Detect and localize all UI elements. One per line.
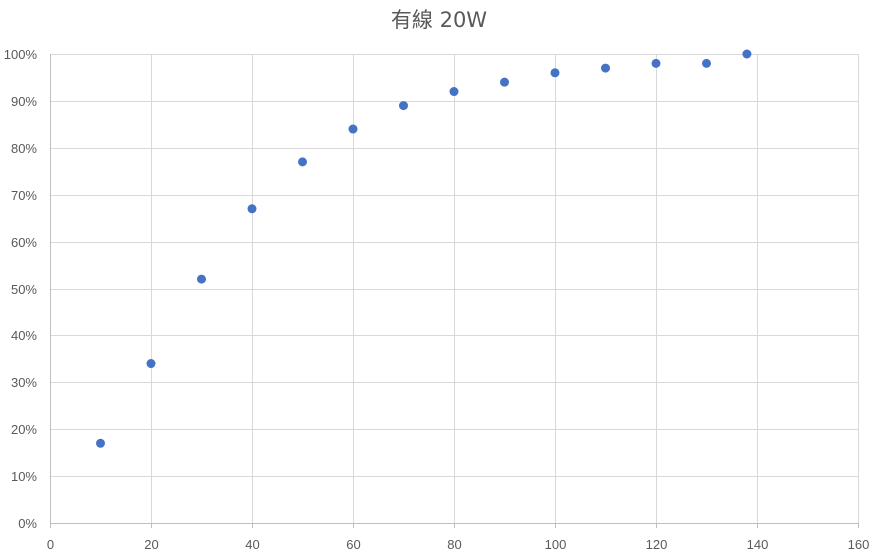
x-tick-label: 160: [848, 537, 870, 552]
y-tick-label: 80%: [11, 141, 37, 156]
data-point: [742, 49, 752, 59]
y-tick-label: 40%: [11, 328, 37, 343]
x-tick-label: 20: [144, 537, 158, 552]
data-point: [197, 274, 206, 284]
data-point: [702, 58, 711, 68]
y-tick-label: 20%: [11, 422, 37, 437]
grid: [50, 54, 859, 523]
x-tick-label: 40: [245, 537, 259, 552]
data-point: [500, 77, 509, 87]
data-point: [651, 58, 661, 68]
data-point: [247, 204, 257, 214]
x-tick-label: 60: [346, 537, 360, 552]
chart-title: 有線 20W: [390, 8, 488, 32]
data-point: [399, 101, 408, 111]
y-tick-label: 100%: [4, 47, 38, 62]
x-tick-label: 120: [646, 537, 668, 552]
data-points: [96, 49, 752, 448]
data-point: [298, 157, 307, 167]
y-tick-label: 90%: [11, 94, 37, 109]
y-tick-label: 0%: [18, 516, 37, 531]
axes: [50, 54, 859, 528]
x-tick-label: 0: [47, 537, 54, 552]
y-tick-label: 60%: [11, 235, 37, 250]
data-point: [146, 359, 156, 369]
data-point: [550, 68, 560, 78]
data-point: [449, 87, 459, 97]
x-tick-label: 140: [747, 537, 769, 552]
y-tick-label: 70%: [11, 188, 37, 203]
data-point: [348, 124, 358, 134]
data-point: [96, 438, 105, 448]
y-tick-label: 50%: [11, 282, 37, 297]
tick-labels: 0% 10% 20% 30% 40% 50% 60% 70% 80% 90% 100% 0 20 40 60…: [4, 47, 870, 552]
y-tick-label: 30%: [11, 375, 37, 390]
y-tick-label: 10%: [11, 469, 37, 484]
data-point: [601, 63, 610, 73]
x-tick-label: 80: [447, 537, 461, 552]
x-tick-label: 100: [545, 537, 567, 552]
